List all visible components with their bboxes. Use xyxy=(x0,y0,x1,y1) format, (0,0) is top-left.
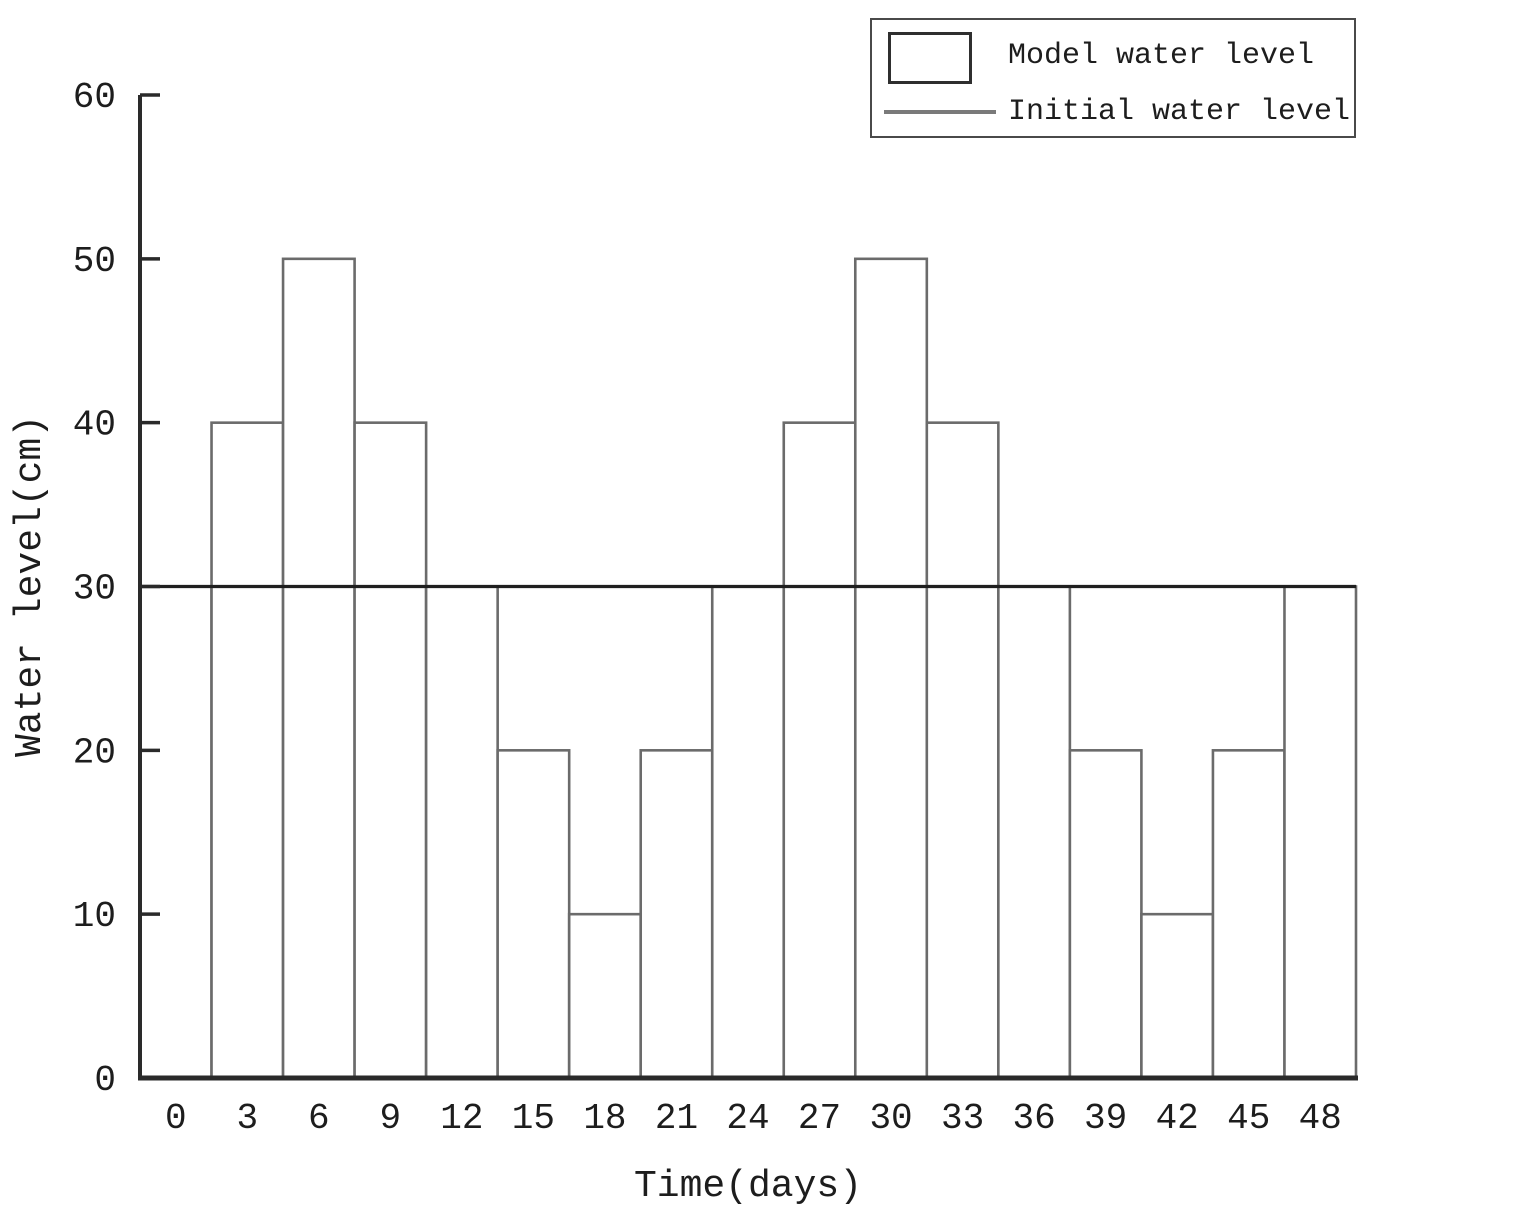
bar-day-9 xyxy=(353,421,428,1080)
bar-day-27 xyxy=(782,421,857,1080)
x-tick-label-30: 30 xyxy=(869,1098,912,1139)
bar-day-42 xyxy=(1140,912,1215,1080)
y-tick-label-50: 50 xyxy=(73,241,116,282)
bars-group xyxy=(138,257,1358,1080)
bar-day-0 xyxy=(138,585,213,1080)
line-swatch-icon xyxy=(884,110,996,114)
x-tick-label-0: 0 xyxy=(165,1098,187,1139)
bar-day-6 xyxy=(281,257,356,1080)
x-tick-label-42: 42 xyxy=(1156,1098,1199,1139)
bar-day-39 xyxy=(1068,749,1143,1080)
x-tick-label-6: 6 xyxy=(308,1098,330,1139)
bar-day-36 xyxy=(997,585,1072,1080)
bar-day-12 xyxy=(424,585,499,1080)
bar-day-45 xyxy=(1211,749,1286,1080)
y-tick-label-0: 0 xyxy=(94,1060,116,1101)
bar-day-33 xyxy=(925,421,1000,1080)
x-tick-labels-group: 0 3 6 9 12 15 18 21 24 27 30 33 36 39 42 45 48 xyxy=(165,1098,1342,1139)
bar-day-21 xyxy=(639,749,714,1080)
bar-day-15 xyxy=(496,749,571,1080)
x-axis-title: Time(days) xyxy=(634,1165,862,1208)
y-ticks-group xyxy=(140,93,160,916)
legend-label-model: Model water level xyxy=(1008,39,1315,73)
bar-day-48 xyxy=(1283,585,1358,1080)
x-tick-label-12: 12 xyxy=(440,1098,483,1139)
bar-day-30 xyxy=(853,257,929,1080)
y-tick-label-20: 20 xyxy=(73,732,116,773)
y-tick-labels-group: 0 10 20 30 40 50 60 xyxy=(73,77,116,1101)
bar-day-24 xyxy=(710,585,786,1080)
y-tick-label-10: 10 xyxy=(73,896,116,937)
x-tick-label-33: 33 xyxy=(941,1098,984,1139)
legend-label-initial: Initial water level xyxy=(1008,95,1351,129)
bar-swatch-icon xyxy=(888,32,972,84)
x-tick-label-39: 39 xyxy=(1084,1098,1127,1139)
y-tick-label-60: 60 xyxy=(73,77,116,118)
x-tick-label-48: 48 xyxy=(1299,1098,1342,1139)
y-tick-label-40: 40 xyxy=(73,405,116,446)
bar-day-3 xyxy=(210,421,285,1080)
x-tick-label-36: 36 xyxy=(1013,1098,1056,1139)
y-tick-label-30: 30 xyxy=(73,569,116,610)
x-tick-label-45: 45 xyxy=(1227,1098,1270,1139)
bar-day-18 xyxy=(567,912,643,1080)
x-tick-label-27: 27 xyxy=(798,1098,841,1139)
y-axis-title: Water level(cm) xyxy=(9,415,52,757)
x-tick-label-18: 18 xyxy=(583,1098,626,1139)
x-tick-label-21: 21 xyxy=(655,1098,698,1139)
x-tick-label-15: 15 xyxy=(512,1098,555,1139)
x-tick-label-24: 24 xyxy=(726,1098,769,1139)
x-tick-label-9: 9 xyxy=(380,1098,402,1139)
legend-box: Model water level Initial water level xyxy=(870,18,1356,138)
x-tick-label-3: 3 xyxy=(236,1098,258,1139)
